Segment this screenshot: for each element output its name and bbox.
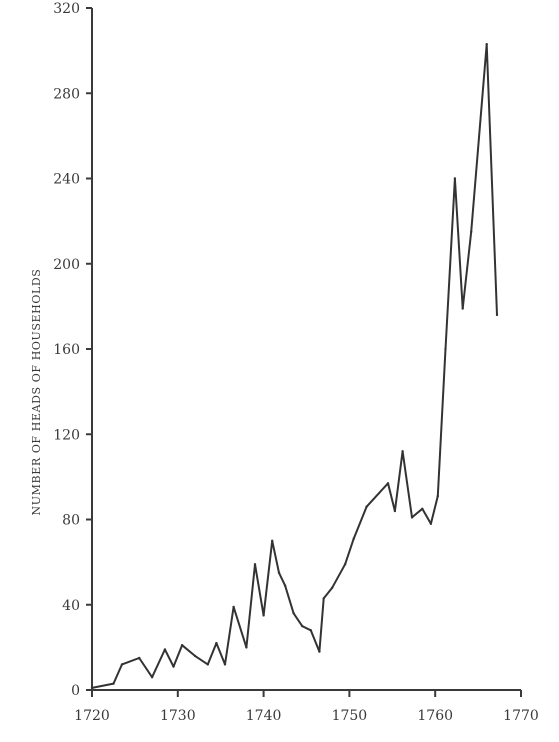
y-tick-label: 120	[53, 427, 80, 443]
y-tick-label: 240	[53, 172, 80, 188]
data-point	[365, 505, 368, 508]
y-tick-label: 0	[71, 683, 80, 699]
data-point	[421, 507, 424, 510]
data-point	[461, 307, 464, 310]
data-point	[401, 450, 404, 453]
data-point	[386, 482, 390, 485]
y-tick-label: 40	[62, 598, 80, 614]
data-point	[470, 230, 473, 233]
data-point	[245, 646, 248, 649]
data-point	[343, 563, 347, 566]
data-point	[410, 516, 414, 519]
y-tick-label: 160	[53, 342, 80, 358]
x-tick-label: 1770	[503, 708, 539, 724]
data-point	[301, 624, 304, 628]
data-point	[453, 177, 457, 180]
data-point	[436, 494, 439, 498]
series-line	[91, 43, 498, 689]
data-point	[292, 612, 295, 615]
x-axis: 1720 1730 1740 1750 1760 1770	[74, 689, 539, 724]
data-point	[120, 663, 124, 666]
data-point	[271, 539, 274, 542]
data-point	[112, 682, 115, 685]
data-point	[331, 586, 334, 589]
x-tick-label: 1730	[160, 708, 196, 724]
y-tick-label: 320	[53, 1, 80, 17]
x-tick-label: 1760	[417, 708, 453, 724]
data-point	[429, 522, 433, 525]
data-point	[223, 663, 227, 666]
data-point	[322, 597, 325, 600]
y-tick-label: 80	[62, 513, 80, 529]
data-point	[193, 654, 197, 658]
data-point	[309, 629, 312, 632]
data-point	[393, 509, 397, 513]
x-tick-label: 1720	[74, 708, 110, 724]
data-point	[444, 347, 447, 351]
x-tick-label: 1750	[332, 708, 368, 724]
y-tick-label: 200	[53, 257, 80, 273]
data-point	[206, 663, 209, 666]
data-point	[253, 563, 257, 566]
x-tick-label: 1740	[246, 708, 282, 724]
y-axis: 0 40 80 120 160 200 240 280 320	[53, 1, 93, 699]
data-point	[352, 537, 355, 540]
y-tick-label: 280	[53, 86, 80, 102]
y-axis-title: NUMBER OF HEADS OF HOUSEHOLDS	[30, 269, 43, 516]
data-point	[163, 648, 167, 651]
data-point	[495, 313, 499, 317]
data-point	[318, 650, 321, 653]
data-point	[138, 656, 141, 660]
data-point	[172, 665, 175, 668]
data-point	[90, 686, 94, 690]
data-point	[262, 614, 265, 617]
data-point	[277, 571, 281, 574]
data-point	[180, 644, 184, 647]
data-point	[283, 584, 287, 587]
data-point	[232, 605, 235, 609]
data-point	[215, 641, 218, 645]
data-point	[485, 43, 488, 46]
series	[90, 43, 499, 690]
data-point	[150, 676, 154, 679]
